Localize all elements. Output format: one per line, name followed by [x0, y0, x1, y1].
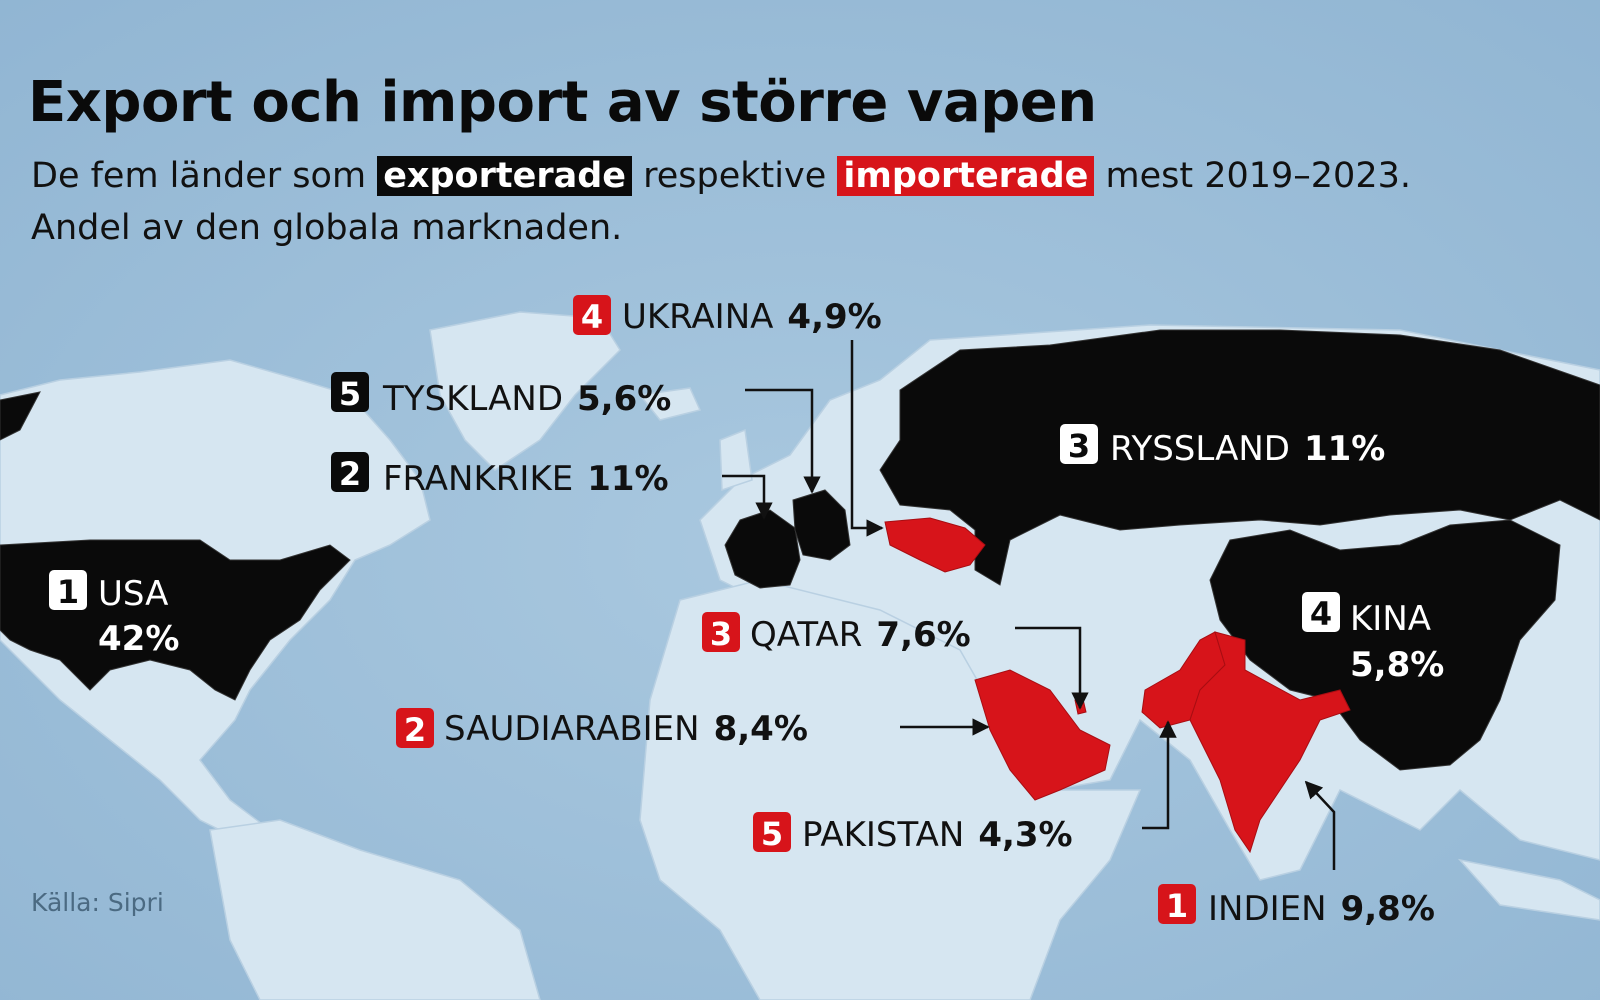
country-label-text: INDIEN 9,8% [1208, 889, 1435, 929]
country-label: 3 RYSSLAND 11% [1060, 424, 1385, 469]
country-label: 2 FRANKRIKE 11% [331, 452, 669, 499]
share: 7,6% [876, 615, 970, 655]
exported-highlight: exporterade [377, 156, 632, 196]
share: 4,9% [787, 297, 881, 337]
country-label-text: TYSKLAND 5,6% [382, 379, 671, 419]
country-label: 5 TYSKLAND 5,6% [331, 372, 671, 419]
country-name: FRANKRIKE [383, 459, 573, 499]
rank-number: 3 [1068, 427, 1090, 465]
rank-number: 3 [710, 615, 732, 653]
source: Källa: Sipri [31, 888, 164, 917]
subtitle-text: De fem länder som [31, 156, 367, 196]
share: 4,3% [978, 815, 1072, 855]
country-labels: 1 USA 42% 2 FRANKRIKE 11% 3 RYSSLAND 11% 4 KINA 5,8… [49, 295, 1444, 929]
rank-number: 4 [581, 298, 603, 336]
share: 42% [98, 619, 179, 659]
rank-box [1060, 424, 1098, 464]
title: Export och import av större vapen [28, 70, 1097, 135]
france [724, 509, 801, 589]
china [1209, 519, 1561, 771]
usa [0, 539, 351, 701]
rank-box [573, 295, 611, 335]
share: 11% [1304, 429, 1385, 469]
country-label: 1 INDIEN 9,8% [1158, 884, 1435, 929]
share: 5,8% [1350, 645, 1444, 685]
country-name: INDIEN [1208, 889, 1327, 929]
iceland [638, 387, 702, 421]
country-label: 4 UKRAINA 4,9% [573, 295, 882, 337]
rank-number: 4 [1310, 595, 1332, 633]
islands [1457, 858, 1600, 921]
arrow-ukraina [850, 340, 884, 537]
africa [639, 579, 1142, 1000]
share: 9,8% [1341, 889, 1435, 929]
country-name: QATAR [750, 615, 862, 655]
arrow-tyskland [745, 388, 821, 494]
country-label: 3 QATAR 7,6% [702, 612, 971, 655]
rank-box [702, 612, 740, 652]
rank-box [396, 708, 434, 748]
germany [792, 489, 851, 561]
rank-box [331, 452, 369, 492]
arrow-pakistan [1142, 720, 1177, 830]
greenland [429, 311, 621, 471]
saudi-arabia [974, 669, 1111, 801]
rank-number: 1 [1166, 887, 1188, 925]
rank-number: 2 [404, 711, 426, 749]
subtitle: Andel av den globala marknaden. [31, 208, 623, 248]
rank-number: 2 [339, 455, 361, 493]
subtitle-text: mest 2019–2023. [1105, 156, 1411, 196]
country-label-text: UKRAINA 4,9% [622, 297, 882, 337]
country-label-text: QATAR 7,6% [750, 615, 971, 655]
russia [879, 329, 1600, 586]
country-label: 5 PAKISTAN 4,3% [753, 812, 1073, 855]
alaska [0, 391, 41, 441]
country-name: SAUDIARABIEN [444, 709, 700, 749]
country-label: 1 USA 42% [49, 570, 179, 659]
country-label-text: KINA [1350, 599, 1431, 639]
exporter-countries [0, 329, 1600, 771]
india [1189, 631, 1351, 854]
rank-box [49, 570, 87, 610]
rank-box [331, 372, 369, 412]
country-label-text: USA [98, 574, 168, 614]
share: 11% [587, 459, 668, 499]
imported-highlight: importerade [837, 156, 1095, 196]
country-name: USA [98, 574, 168, 614]
arrow-frankrike [722, 474, 773, 520]
arrow-indien [1304, 780, 1336, 870]
country-label-text: SAUDIARABIEN 8,4% [444, 709, 808, 749]
rank-box [753, 812, 791, 852]
country-name: PAKISTAN [802, 815, 964, 855]
country-label-text: RYSSLAND 11% [1110, 429, 1385, 469]
rank-number: 1 [57, 573, 79, 611]
country-label: 2 SAUDIARABIEN 8,4% [396, 708, 808, 749]
south-america [209, 819, 541, 1000]
ukraine [884, 517, 986, 573]
country-name: RYSSLAND [1110, 429, 1290, 469]
importer-countries [884, 517, 1351, 854]
country-label-text: PAKISTAN 4,3% [802, 815, 1073, 855]
country-name: TYSKLAND [382, 379, 563, 419]
rank-box [1302, 592, 1340, 632]
subtitle: De fem länder som exporterade respektive… [31, 156, 1411, 196]
rank-number: 5 [339, 375, 361, 413]
country-name: UKRAINA [622, 297, 773, 337]
rank-number: 5 [761, 815, 783, 853]
leader-arrows [722, 340, 1336, 870]
share: 8,4% [714, 709, 808, 749]
country-label-text: FRANKRIKE 11% [383, 459, 669, 499]
country-name: KINA [1350, 599, 1431, 639]
rank-box [1158, 884, 1196, 924]
arrow-qatar [1015, 626, 1089, 710]
share: 5,6% [577, 379, 671, 419]
subtitle-text: respektive [643, 156, 827, 196]
country-label: 4 KINA 5,8% [1302, 592, 1444, 685]
